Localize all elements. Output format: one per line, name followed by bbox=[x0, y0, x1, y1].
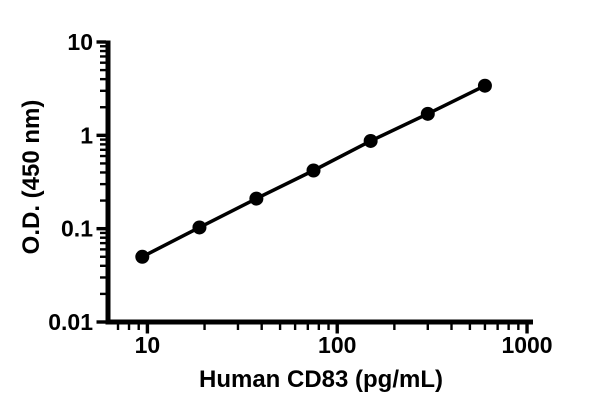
data-point-marker bbox=[306, 163, 321, 178]
x-tick-label: 10 bbox=[135, 332, 161, 358]
y-tick-label: 1 bbox=[80, 122, 93, 148]
y-axis-title: O.D. (450 nm) bbox=[18, 99, 45, 255]
data-point-marker bbox=[420, 106, 435, 121]
y-tick-label: 0.1 bbox=[61, 216, 93, 242]
x-tick-label: 100 bbox=[318, 332, 356, 358]
x-axis-title: Human CD83 (pg/mL) bbox=[198, 366, 444, 393]
data-point-marker bbox=[192, 220, 207, 235]
data-point-marker bbox=[363, 133, 378, 148]
data-point-marker bbox=[477, 78, 492, 93]
data-point-marker bbox=[135, 249, 150, 264]
data-point-marker bbox=[249, 191, 264, 206]
y-tick-label: 10 bbox=[67, 29, 93, 55]
x-tick-label: 1000 bbox=[501, 332, 552, 358]
y-tick-label: 0.01 bbox=[48, 309, 93, 335]
